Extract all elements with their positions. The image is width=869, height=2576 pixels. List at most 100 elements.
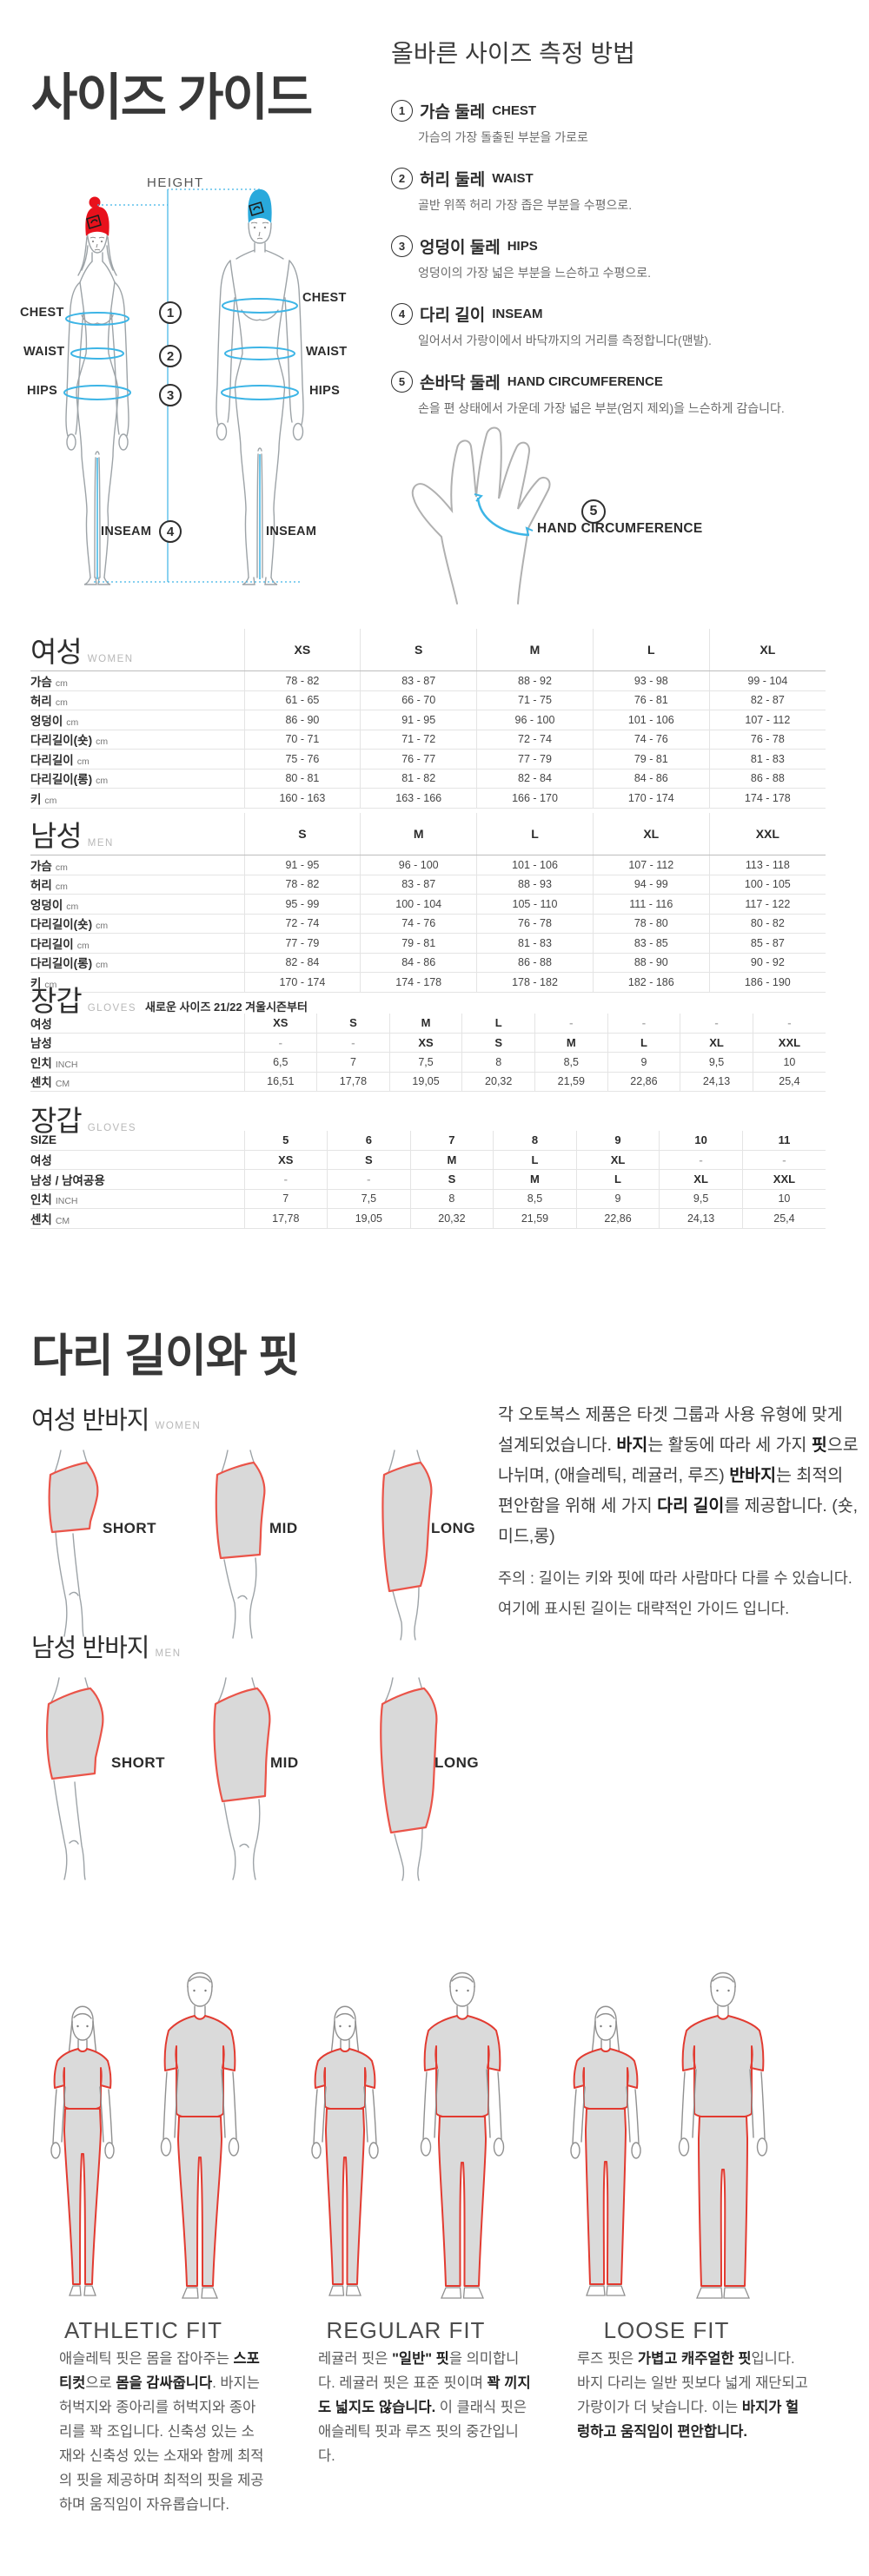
athletic-fit-title: ATHLETIC FIT (64, 2317, 222, 2343)
row-label: 남성 / 남여공용 (30, 1169, 244, 1190)
table-cell: 8 (409, 1189, 494, 1209)
table-cell: 16,51 (243, 1072, 317, 1092)
length-label-mid: MID (270, 1754, 299, 1771)
table-cell: 21,59 (493, 1208, 577, 1229)
table-cell: 25,4 (741, 1208, 826, 1229)
length-label-mid: MID (269, 1520, 298, 1536)
arrowheads (474, 493, 534, 536)
table-cell: XXL (752, 1033, 826, 1053)
table-row: 여성 XS S M L XL - - (30, 1150, 826, 1170)
table-cell: 84 - 86 (592, 769, 710, 789)
table-row: 엉덩이 cm 95 - 99 100 - 104 105 - 110 111 - 116 1… (30, 894, 826, 915)
row-label: 엉덩이 cm (30, 894, 244, 915)
table-row: SIZE 5 6 7 8 9 10 11 (30, 1131, 826, 1151)
woman-pants (63, 2108, 102, 2285)
table-cell: 9,5 (680, 1052, 753, 1073)
table-cell: 99 - 104 (708, 670, 826, 691)
table-row: 남성 - - XS S M L XL XXL (30, 1033, 826, 1053)
howto-desc: 골반 위쪽 허리 가장 좁은 부분을 수평으로. (418, 198, 633, 212)
table-cell: 10 (741, 1189, 826, 1209)
table-cell: S (461, 1033, 535, 1053)
table-title: 남성 MEN (30, 813, 244, 855)
loose-fit-title: LOOSE FIT (603, 2317, 730, 2343)
table-cell: 76 - 78 (708, 730, 826, 750)
table-cell: 86 - 88 (476, 953, 594, 973)
table-cell: 77 - 79 (476, 749, 594, 769)
table-cell: S (409, 1169, 494, 1190)
circled-1-icon: 1 (391, 100, 413, 122)
length-label-short: SHORT (103, 1520, 156, 1536)
hand-circumference-line (476, 497, 530, 537)
row-label: 키 cm (30, 788, 244, 809)
howto-label-en: CHEST (492, 103, 537, 118)
table-cell: 8,5 (534, 1052, 608, 1073)
table-cell: 10 (659, 1131, 743, 1151)
table-cell: 182 - 186 (592, 972, 710, 993)
table-cell: 86 - 88 (708, 769, 826, 789)
waist-label-woman: WAIST (23, 345, 65, 359)
table-cell: 8 (461, 1052, 535, 1073)
table-cell: 82 - 84 (476, 769, 594, 789)
table-cell: 5 (243, 1131, 328, 1151)
table-cell: - (243, 1033, 317, 1053)
man-pants (177, 2116, 222, 2287)
table-cell: 74 - 76 (360, 914, 477, 934)
inseam-label-man: INSEAM (266, 525, 317, 538)
table-cell: 83 - 87 (360, 875, 477, 895)
row-label: 허리 cm (30, 690, 244, 710)
hips-label-man: HIPS (309, 384, 341, 398)
column-header: XXL (708, 813, 826, 855)
table-cell: XS (243, 1150, 328, 1170)
page-title: 사이즈 가이드 (31, 69, 313, 126)
table-row: 여성 XS S M L - - - - (30, 1014, 826, 1034)
table-row: 엉덩이 cm 86 - 90 91 - 95 96 - 100 101 - 106 107 … (30, 710, 826, 730)
man-eyes (716, 1989, 730, 1992)
table-cell: 72 - 74 (243, 914, 361, 934)
table-cell: 83 - 87 (360, 670, 477, 691)
table-cell: 22,86 (575, 1208, 660, 1229)
table-cell: 6,5 (243, 1052, 317, 1073)
table-cell: 91 - 95 (360, 710, 477, 730)
inseam-label-woman: INSEAM (101, 525, 152, 538)
table-cell: 72 - 74 (476, 730, 594, 750)
table-row: 다리길이(롱) cm 80 - 81 81 - 82 82 - 84 84 - 86 86 … (30, 769, 826, 789)
table-cell: 81 - 83 (708, 749, 826, 769)
table-row: 다리길이(숏) cm 72 - 74 74 - 76 76 - 78 78 - 80 80 … (30, 914, 826, 934)
row-label: 다리길이 cm (30, 933, 244, 954)
man-feet (696, 2287, 750, 2299)
table-cell: 96 - 100 (360, 855, 477, 875)
table-cell: 70 - 71 (243, 730, 361, 750)
row-label: 다리길이 cm (30, 749, 244, 769)
table-cell: 75 - 76 (243, 749, 361, 769)
hand-circumference-label: HAND CIRCUMFERENCE (537, 521, 703, 536)
man-figure (216, 222, 304, 585)
gloves-table-new: 여성 XS S M L - - - - 남성 - - XS S M L XL XXL 인치 INCH 6,5 7 7,5 8 8… (30, 1014, 826, 1092)
howto-title: 올바른 사이즈 측정 방법 (391, 40, 635, 67)
table-cell: 78 - 82 (243, 670, 361, 691)
woman-arms (311, 2086, 379, 2159)
man-beanie-icon (248, 189, 272, 223)
row-label: 여성 (30, 1014, 244, 1034)
gloves-title-kr: 장갑 (30, 985, 83, 1017)
section-title-leg-fit: 다리 길이와 핏 (31, 1331, 300, 1382)
length-label-short: SHORT (111, 1754, 165, 1771)
women-shorts-mid-illustration (215, 1450, 266, 1639)
regular-fit-title: REGULAR FIT (326, 2317, 486, 2343)
men-shorts-long-illustration (380, 1677, 438, 1881)
man-head (187, 1972, 213, 2017)
table-cell: 170 - 174 (592, 788, 710, 809)
gloves1-title: 장갑 GLOVES 새로운 사이즈 21/22 겨울시즌부터 (30, 978, 308, 1020)
table-cell: 166 - 170 (476, 788, 594, 809)
woman-feet (328, 2285, 362, 2296)
loose-fit-desc: 루즈 핏은 가볍고 캐주얼한 핏입니다. 바지 다리는 일반 핏보다 넓게 재단… (577, 2351, 808, 2440)
table-cell: 86 - 90 (243, 710, 361, 730)
table-row: 다리길이 cm 75 - 76 76 - 77 77 - 79 79 - 81 81 - 8… (30, 749, 826, 769)
column-header: L (476, 813, 594, 855)
measurement-instructions: 올바른 사이즈 측정 방법 1 가슴 둘레 CHEST 가슴의 가장 돌출된 부분을… (391, 35, 867, 438)
table-cell: - (327, 1169, 411, 1190)
table-cell: XS (388, 1033, 462, 1053)
row-label: 센치 CM (30, 1208, 244, 1229)
table-row: 키 cm 170 - 174 174 - 178 178 - 182 182 - 186 1… (30, 972, 826, 993)
row-label: 가슴 cm (30, 670, 244, 691)
women-shorts-title: 여성 반바지 WOMEN (31, 1400, 201, 1437)
